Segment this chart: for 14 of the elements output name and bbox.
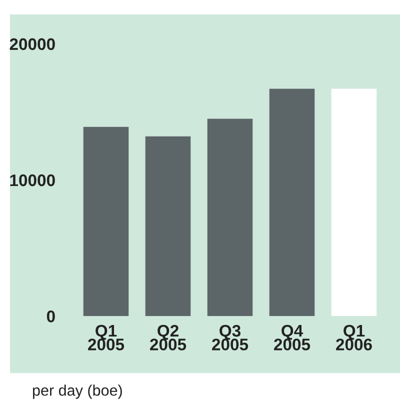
y-tick-label: 0 bbox=[46, 310, 55, 322]
y-tick-label: 10000 bbox=[10, 174, 55, 186]
text: per day (boe) bbox=[32, 384, 122, 399]
bar bbox=[207, 118, 253, 316]
x-tick-label: Q1 2006 bbox=[336, 324, 372, 350]
bar bbox=[269, 88, 315, 316]
bar bbox=[145, 136, 191, 316]
y-tick-label: 20000 bbox=[10, 38, 55, 50]
bar bbox=[83, 126, 129, 316]
x-tick-label: Q4 2005 bbox=[274, 324, 310, 350]
x-tick-label: Q2 2005 bbox=[150, 324, 186, 350]
bar bbox=[331, 88, 377, 316]
x-tick-label: Q1 2005 bbox=[88, 324, 124, 350]
x-tick-label: Q3 2005 bbox=[212, 324, 248, 350]
